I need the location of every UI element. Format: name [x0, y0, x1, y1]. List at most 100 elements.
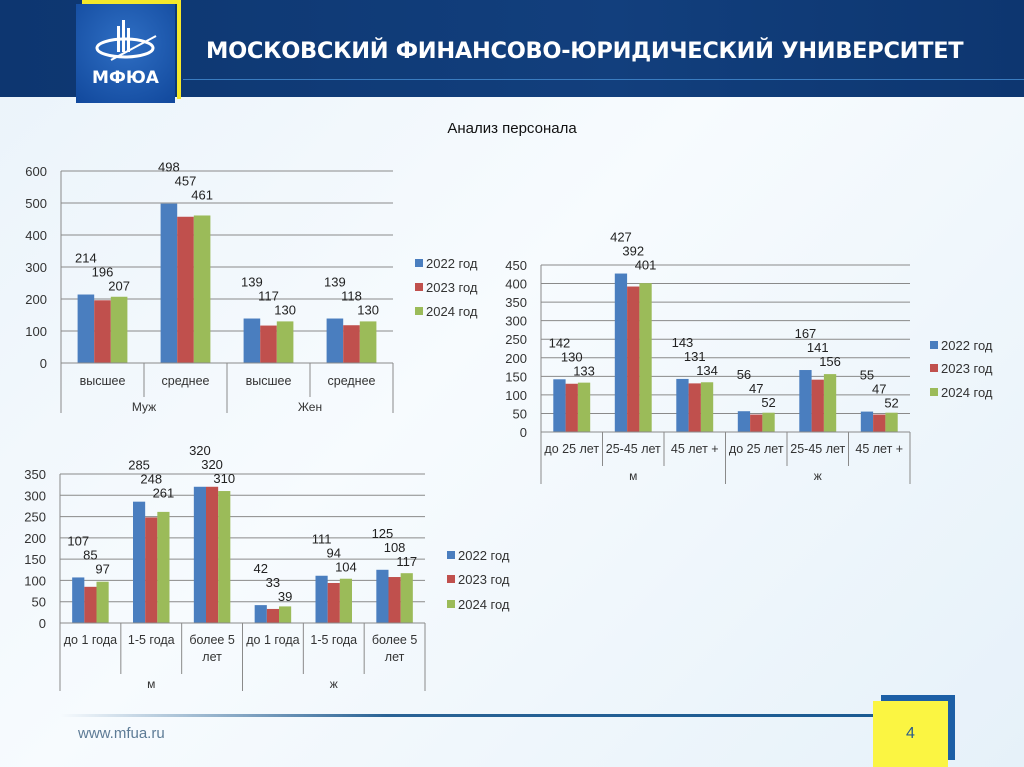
page-number: 4 [873, 701, 948, 767]
chart3-category-label: более 5 [189, 633, 235, 647]
chart1-bar-2024-год [110, 296, 128, 363]
chart3-group-label: м [147, 677, 155, 691]
chart1-bar-2023-год [177, 216, 194, 363]
chart3-category-label: до 1 года [64, 633, 117, 647]
chart1-legend-swatch [415, 283, 423, 291]
chart2-data-label: 47 [749, 381, 763, 396]
chart3-category-label: более 5 [372, 633, 418, 647]
chart1-data-label: 196 [92, 265, 114, 280]
header-divider [183, 79, 1024, 80]
chart2-bar-2024-год [577, 382, 591, 432]
chart2-bar-2024-год [700, 382, 714, 432]
slide-title: Анализ персонала [447, 120, 577, 137]
chart2-legend-swatch [930, 341, 938, 349]
chart3-bar-2024-год [279, 606, 292, 623]
chart3-data-label: 248 [140, 472, 162, 487]
chart3-legend-label: 2022 год [458, 548, 510, 563]
chart2-bar-2024-год [885, 412, 898, 432]
chart3-legend-swatch [447, 551, 455, 559]
chart1-bar-2023-год [343, 325, 360, 363]
chart2-category-label: до 25 лет [729, 442, 784, 456]
chart3-ytick-label: 350 [24, 467, 46, 482]
logo-frame [82, 0, 181, 99]
chart3-category-label: 1-5 года [310, 633, 357, 647]
chart2-legend-swatch [930, 388, 938, 396]
chart2-group-label: м [629, 469, 637, 483]
chart3-data-label: 108 [384, 540, 406, 555]
chart3-ytick-label: 250 [24, 510, 46, 525]
chart1-data-label: 214 [75, 251, 97, 266]
chart3-bar-2024-год [96, 581, 109, 623]
chart2-bar-2023-год [873, 414, 886, 432]
chart2-data-label: 392 [622, 244, 644, 259]
chart2-data-label: 56 [737, 367, 751, 382]
chart3-ytick-label: 300 [24, 488, 46, 503]
chart2-bar-2022-год [614, 273, 628, 432]
chart1-data-label: 130 [357, 303, 379, 318]
chart3-data-label: 39 [278, 589, 292, 604]
chart1-bar-2022-год [243, 318, 261, 363]
chart1-category-label: высшее [246, 374, 292, 388]
chart1-legend-label: 2023 год [426, 280, 478, 295]
chart2-bar-2023-год [811, 379, 824, 432]
chart3-data-label: 310 [213, 471, 235, 486]
chart3-bar-2024-год [157, 511, 170, 623]
chart3-ytick-label: 100 [24, 573, 46, 588]
logo-emblem-icon [95, 20, 157, 61]
chart2-category-label: до 25 лет [544, 442, 599, 456]
chart1-legend-label: 2022 год [426, 256, 478, 271]
chart2-legend-label: 2022 год [941, 338, 993, 353]
chart2-ytick-label: 100 [505, 388, 527, 403]
chart3-bar-2022-год [254, 605, 267, 623]
chart2-ytick-label: 400 [505, 277, 527, 292]
chart2-bar-2022-год [676, 378, 689, 432]
chart3-ytick-label: 200 [24, 531, 46, 546]
chart3-data-label: 320 [189, 443, 211, 458]
chart1-ytick-label: 500 [25, 196, 47, 211]
chart2-data-label: 156 [819, 354, 841, 369]
chart1-group-label: Муж [132, 400, 156, 414]
chart2-bar-2024-год [762, 412, 775, 432]
chart2-data-label: 142 [549, 335, 571, 350]
chart2-legend-label: 2023 год [941, 361, 993, 376]
chart2-ytick-label: 50 [513, 406, 527, 421]
footer-url-link[interactable]: www.mfua.ru [78, 725, 165, 742]
chart1-legend-swatch [415, 307, 423, 315]
chart2-data-label: 52 [884, 396, 898, 411]
chart2-ytick-label: 450 [505, 258, 527, 273]
chart1-bar-2022-год [160, 203, 178, 363]
chart2-bar-2023-год [627, 286, 640, 432]
chart3-data-label: 94 [327, 546, 341, 561]
chart2-bar-2022-год [553, 379, 566, 432]
chart1-bar-2024-год [193, 215, 211, 363]
chart2-data-label: 130 [561, 349, 583, 364]
chart2-legend-swatch [930, 364, 938, 372]
chart1-data-label: 117 [258, 289, 279, 304]
chart1-data-label: 118 [341, 289, 362, 304]
chart3-bar-2024-год [400, 573, 413, 623]
chart3-category-label: 1-5 года [128, 633, 175, 647]
chart3-bar-2022-год [133, 501, 146, 623]
chart1-bar-2024-год [359, 321, 377, 363]
chart2-ytick-label: 150 [505, 369, 527, 384]
chart3-data-label: 42 [254, 561, 268, 576]
chart1-bar-2023-год [94, 300, 111, 363]
chart3-bar-2023-год [327, 582, 340, 623]
chart1-category-label: среднее [162, 374, 210, 388]
chart3-data-label: 107 [67, 533, 89, 548]
chart3-ytick-label: 0 [39, 616, 46, 631]
chart1-data-label: 498 [158, 160, 180, 175]
chart3-data-label: 117 [396, 554, 417, 569]
university-name: МОСКОВСКИЙ ФИНАНСОВО-ЮРИДИЧЕСКИЙ УНИВЕРС… [206, 38, 964, 64]
chart2-legend-label: 2024 год [941, 385, 993, 400]
chart3-bar-2024-год [218, 491, 231, 623]
chart2-data-label: 143 [672, 335, 694, 350]
chart1-category-label: высшее [80, 374, 126, 388]
chart3-bar-2023-год [84, 586, 97, 623]
chart3-bar-2022-год [315, 575, 328, 623]
chart3-bar-2022-год [193, 486, 206, 623]
chart1-ytick-label: 0 [40, 356, 47, 371]
chart3-legend-label: 2023 год [458, 572, 510, 587]
chart3-data-label: 125 [372, 526, 394, 541]
chart1-data-label: 139 [241, 275, 263, 290]
